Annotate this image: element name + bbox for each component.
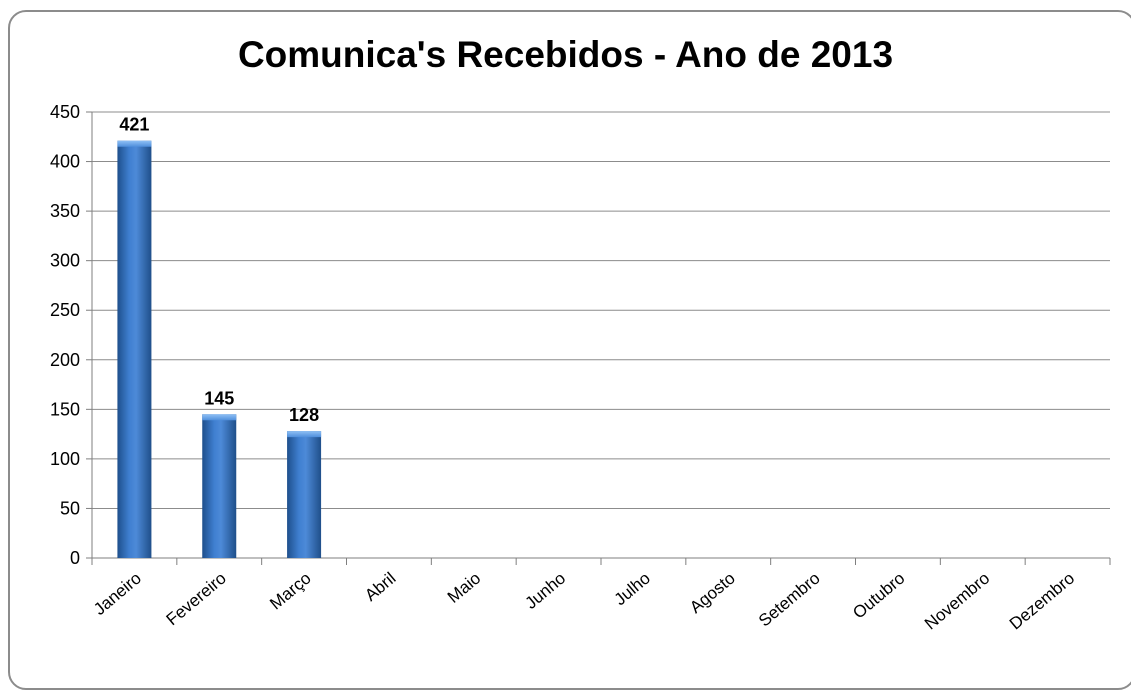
x-category-label: Setembro [755, 569, 824, 631]
bar-cap [117, 140, 152, 147]
x-category-label: Fevereiro [163, 569, 230, 630]
x-category-label: Outubro [849, 569, 908, 623]
chart-frame [8, 10, 1131, 690]
y-tick-label: 300 [50, 251, 80, 271]
data-label: 145 [204, 388, 234, 408]
gridlines [92, 111, 1110, 559]
chart-title: Comunica's Recebidos - Ano de 2013 [237, 34, 894, 75]
y-tick-label: 200 [50, 350, 80, 370]
y-tick-label: 50 [60, 498, 80, 518]
data-label: 421 [119, 115, 149, 135]
labels: Janeiro Fevereiro Março Abril Maio Junho Julho… [90, 115, 1078, 634]
y-tick-label: 150 [50, 399, 80, 419]
data-label: 128 [289, 405, 319, 425]
bar [287, 431, 322, 558]
y-tick-label: 450 [50, 102, 80, 122]
bar-cap [287, 431, 322, 438]
y-tick-label: 350 [50, 201, 80, 221]
bars [117, 140, 322, 558]
x-category-label: Maio [444, 569, 484, 607]
y-tick-label: 0 [70, 548, 80, 568]
y-tick-label: 100 [50, 449, 80, 469]
x-category-label: Dezembro [1006, 569, 1078, 634]
bar [202, 414, 237, 558]
x-category-label: Novembro [921, 569, 993, 634]
x-category-label: Abril [361, 569, 399, 605]
x-category-label: Agosto [686, 569, 739, 618]
axes: 0 50 100 150 200 250 300 350 400 450 [50, 102, 1111, 568]
x-category-label: Janeiro [90, 569, 145, 619]
x-category-label: Março [266, 569, 314, 614]
x-category-label: Julho [611, 569, 654, 610]
y-tick-label: 250 [50, 300, 80, 320]
bar [117, 140, 152, 558]
x-category-label: Junho [521, 569, 569, 613]
y-tick-label: 400 [50, 152, 80, 172]
bar-cap [202, 414, 237, 421]
